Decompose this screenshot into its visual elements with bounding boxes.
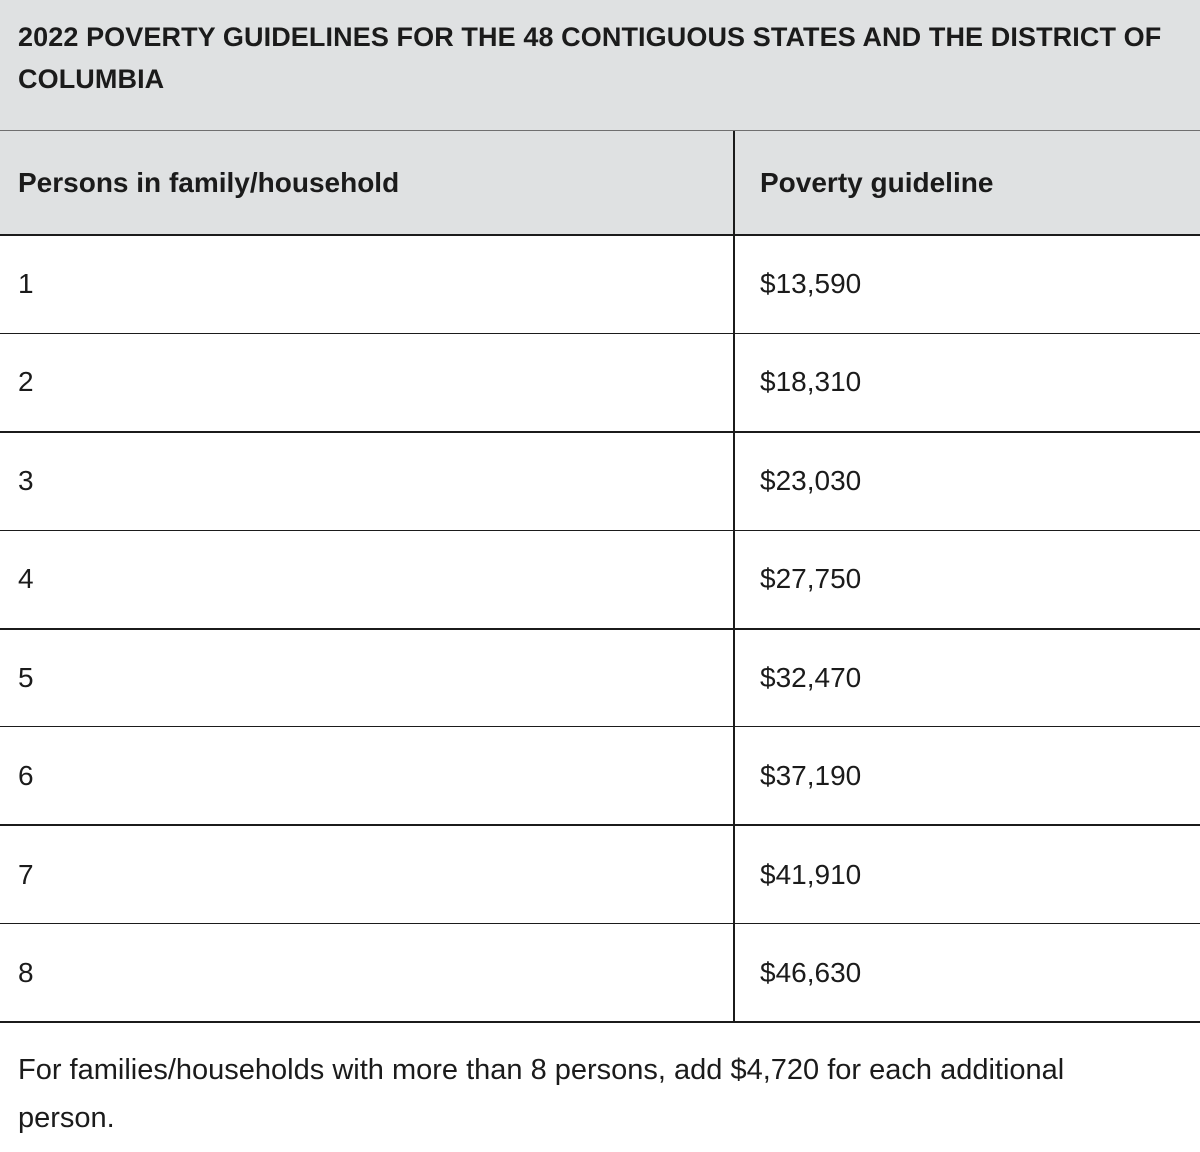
persons-cell: 1: [0, 235, 734, 334]
table-row: 4 $27,750: [0, 530, 1200, 630]
guideline-cell: $27,750: [733, 530, 1200, 630]
guideline-cell: $41,910: [733, 825, 1200, 925]
guideline-cell: $13,590: [733, 235, 1200, 334]
table-row: 5 $32,470: [0, 628, 1200, 728]
table-row: 3 $23,030: [0, 431, 1200, 531]
guideline-cell: $23,030: [733, 431, 1200, 531]
guideline-cell: $18,310: [733, 333, 1200, 433]
table-row: 1 $13,590: [0, 235, 1200, 334]
header-persons: Persons in family/household: [0, 131, 734, 236]
persons-cell: 8: [0, 923, 734, 1024]
guideline-cell: $37,190: [733, 726, 1200, 827]
table-row: 8 $46,630: [0, 923, 1200, 1024]
guideline-cell: $32,470: [733, 628, 1200, 728]
table-footnote: For families/households with more than 8…: [18, 1054, 1065, 1134]
poverty-guidelines-table: Persons in family/household Poverty guid…: [0, 131, 1200, 1024]
persons-cell: 6: [0, 726, 734, 827]
guideline-cell: $46,630: [733, 923, 1200, 1024]
table-row: 7 $41,910: [0, 825, 1200, 925]
poverty-guidelines-table-container: 2022 POVERTY GUIDELINES FOR THE 48 CONTI…: [0, 0, 1200, 1024]
persons-cell: 3: [0, 431, 734, 531]
persons-cell: 5: [0, 628, 734, 728]
table-caption: 2022 POVERTY GUIDELINES FOR THE 48 CONTI…: [0, 0, 1200, 131]
persons-cell: 2: [0, 333, 734, 433]
persons-cell: 4: [0, 530, 734, 630]
table-row: 2 $18,310: [0, 333, 1200, 433]
header-guideline: Poverty guideline: [733, 131, 1200, 236]
table-row: 6 $37,190: [0, 726, 1200, 827]
persons-cell: 7: [0, 825, 734, 925]
header-row: Persons in family/household Poverty guid…: [0, 131, 1200, 236]
